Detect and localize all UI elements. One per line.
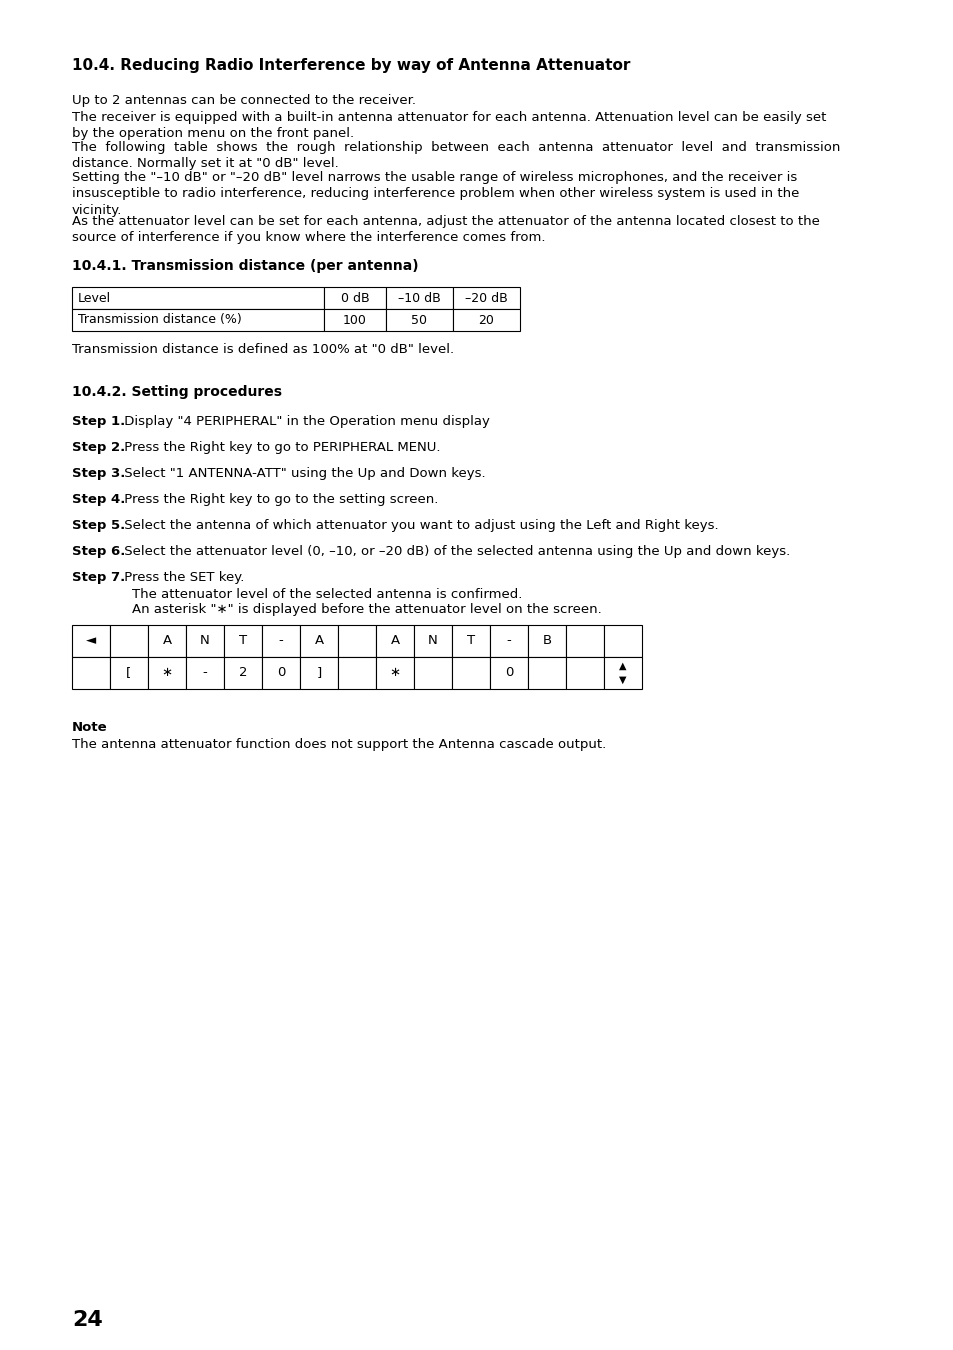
Text: Step 5.: Step 5. xyxy=(71,518,125,532)
Text: Transmission distance (%): Transmission distance (%) xyxy=(78,313,241,327)
Bar xyxy=(603,657,641,688)
Text: Display "4 PERIPHERAL" in the Operation menu display: Display "4 PERIPHERAL" in the Operation … xyxy=(120,414,489,428)
Text: 10.4.2. Setting procedures: 10.4.2. Setting procedures xyxy=(71,385,282,400)
Text: –20 dB: –20 dB xyxy=(465,292,507,305)
Bar xyxy=(603,625,641,657)
Bar xyxy=(71,309,324,331)
Bar xyxy=(527,625,565,657)
Text: T: T xyxy=(238,634,247,648)
Bar xyxy=(299,625,337,657)
Bar xyxy=(337,657,375,688)
Bar xyxy=(386,309,453,331)
Text: N: N xyxy=(200,634,210,648)
Text: Level: Level xyxy=(78,292,111,305)
Bar xyxy=(299,657,337,688)
Text: Press the SET key.: Press the SET key. xyxy=(120,571,244,585)
Bar xyxy=(110,657,148,688)
Text: ∗: ∗ xyxy=(161,667,172,679)
Text: Press the Right key to go to PERIPHERAL MENU.: Press the Right key to go to PERIPHERAL … xyxy=(120,441,440,454)
Bar xyxy=(452,657,490,688)
Text: The  following  table  shows  the  rough  relationship  between  each  antenna  : The following table shows the rough rela… xyxy=(71,140,840,170)
Text: ∗: ∗ xyxy=(389,667,400,679)
Bar xyxy=(490,625,527,657)
Bar xyxy=(224,657,262,688)
Text: 100: 100 xyxy=(343,313,367,327)
Text: The attenuator level of the selected antenna is confirmed.: The attenuator level of the selected ant… xyxy=(132,589,522,601)
Text: –10 dB: –10 dB xyxy=(397,292,440,305)
Bar xyxy=(490,657,527,688)
Bar xyxy=(414,625,452,657)
Bar xyxy=(324,288,386,309)
Text: 10.4. Reducing Radio Interference by way of Antenna Attenuator: 10.4. Reducing Radio Interference by way… xyxy=(71,58,630,73)
Bar xyxy=(452,625,490,657)
Text: ▼: ▼ xyxy=(618,675,626,684)
Text: 24: 24 xyxy=(71,1310,103,1330)
Text: The receiver is equipped with a built-in antenna attenuator for each antenna. At: The receiver is equipped with a built-in… xyxy=(71,111,825,140)
Text: Press the Right key to go to the setting screen.: Press the Right key to go to the setting… xyxy=(120,493,438,506)
Bar xyxy=(262,657,299,688)
Text: -: - xyxy=(278,634,283,648)
Text: -: - xyxy=(506,634,511,648)
Text: The antenna attenuator function does not support the Antenna cascade output.: The antenna attenuator function does not… xyxy=(71,738,605,751)
Text: Step 6.: Step 6. xyxy=(71,545,125,558)
Text: Select the antenna of which attenuator you want to adjust using the Left and Rig: Select the antenna of which attenuator y… xyxy=(120,518,718,532)
Text: As the attenuator level can be set for each antenna, adjust the attenuator of th: As the attenuator level can be set for e… xyxy=(71,215,819,244)
Bar xyxy=(375,657,414,688)
Bar xyxy=(186,657,224,688)
Text: Step 2.: Step 2. xyxy=(71,441,125,454)
Bar xyxy=(224,625,262,657)
Text: 0 dB: 0 dB xyxy=(340,292,369,305)
Text: A: A xyxy=(162,634,172,648)
Text: Setting the "–10 dB" or "–20 dB" level narrows the usable range of wireless micr: Setting the "–10 dB" or "–20 dB" level n… xyxy=(71,171,799,217)
Bar xyxy=(71,657,110,688)
Text: N: N xyxy=(428,634,437,648)
Bar xyxy=(565,625,603,657)
Text: A: A xyxy=(390,634,399,648)
Text: [: [ xyxy=(126,667,132,679)
Text: B: B xyxy=(542,634,551,648)
Bar xyxy=(453,288,519,309)
Text: Step 1.: Step 1. xyxy=(71,414,125,428)
Text: A: A xyxy=(314,634,323,648)
Text: Select the attenuator level (0, –10, or –20 dB) of the selected antenna using th: Select the attenuator level (0, –10, or … xyxy=(120,545,789,558)
Text: ]: ] xyxy=(316,667,321,679)
Bar xyxy=(324,309,386,331)
Bar xyxy=(375,625,414,657)
Bar xyxy=(262,625,299,657)
Bar xyxy=(71,288,324,309)
Text: 10.4.1. Transmission distance (per antenna): 10.4.1. Transmission distance (per anten… xyxy=(71,259,418,273)
Bar xyxy=(386,288,453,309)
Bar xyxy=(414,657,452,688)
Bar xyxy=(527,657,565,688)
Bar xyxy=(148,657,186,688)
Text: Step 7.: Step 7. xyxy=(71,571,125,585)
Text: ◄: ◄ xyxy=(86,634,96,648)
Text: Step 4.: Step 4. xyxy=(71,493,125,506)
Bar xyxy=(186,625,224,657)
Text: Transmission distance is defined as 100% at "0 dB" level.: Transmission distance is defined as 100%… xyxy=(71,343,454,356)
Bar xyxy=(71,625,110,657)
Bar xyxy=(148,625,186,657)
Text: 50: 50 xyxy=(411,313,427,327)
Bar xyxy=(110,625,148,657)
Bar xyxy=(453,309,519,331)
Text: Select "1 ANTENNA-ATT" using the Up and Down keys.: Select "1 ANTENNA-ATT" using the Up and … xyxy=(120,467,485,481)
Text: 0: 0 xyxy=(504,667,513,679)
Bar xyxy=(337,625,375,657)
Text: 0: 0 xyxy=(276,667,285,679)
Text: -: - xyxy=(202,667,207,679)
Text: Up to 2 antennas can be connected to the receiver.: Up to 2 antennas can be connected to the… xyxy=(71,95,416,107)
Text: Note: Note xyxy=(71,721,108,734)
Text: Step 3.: Step 3. xyxy=(71,467,125,481)
Text: 20: 20 xyxy=(478,313,494,327)
Bar xyxy=(565,657,603,688)
Text: An asterisk "∗" is displayed before the attenuator level on the screen.: An asterisk "∗" is displayed before the … xyxy=(132,603,601,616)
Text: ▲: ▲ xyxy=(618,662,626,671)
Text: T: T xyxy=(466,634,475,648)
Text: 2: 2 xyxy=(238,667,247,679)
